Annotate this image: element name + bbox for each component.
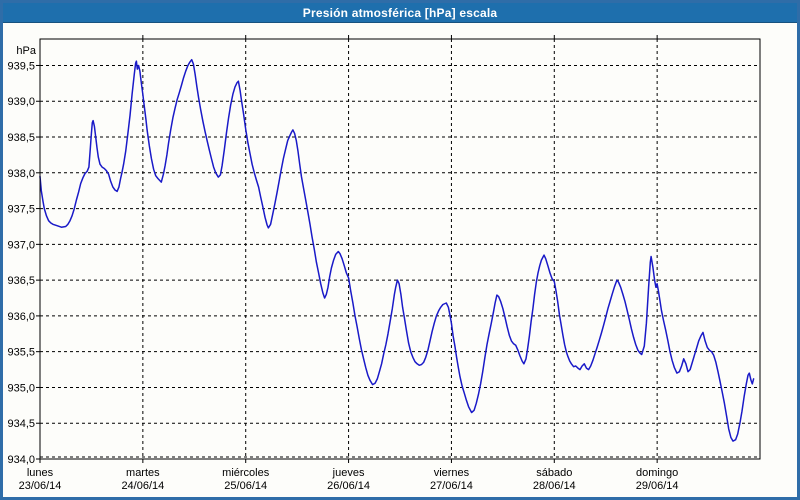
x-tick-date-label: 28/06/14	[533, 480, 576, 492]
y-tick-label: 935,0	[7, 382, 35, 394]
y-tick-label: 934,0	[7, 454, 35, 466]
chart-title: Presión atmosférica [hPa] escala	[302, 5, 498, 20]
x-tick-date-label: 27/06/14	[430, 480, 473, 492]
y-tick-label: 938,0	[7, 168, 35, 180]
x-tick-day-label: viernes	[434, 467, 470, 479]
y-tick-label: 935,5	[7, 347, 35, 359]
plot-border	[39, 38, 761, 460]
y-tick-label: 936,0	[7, 311, 35, 323]
y-tick-label: 934,5	[7, 418, 35, 430]
pressure-series-line	[39, 58, 755, 442]
x-tick-date-label: 24/06/14	[121, 480, 164, 492]
x-tick-day-label: domingo	[636, 467, 678, 479]
x-tick-date-label: 23/06/14	[19, 480, 62, 492]
y-tick-label: 939,0	[7, 96, 35, 108]
chart-title-bar: Presión atmosférica [hPa] escala	[3, 3, 797, 23]
x-tick-day-label: jueves	[332, 467, 365, 479]
x-tick-day-label: miércoles	[222, 467, 270, 479]
x-tick-day-label: martes	[126, 467, 160, 479]
y-tick-label: 939,5	[7, 60, 35, 72]
x-tick-date-label: 25/06/14	[224, 480, 267, 492]
y-axis-unit-label: hPa	[16, 45, 36, 57]
y-tick-label: 937,5	[7, 204, 35, 216]
y-tick-label: 936,5	[7, 275, 35, 287]
y-tick-label: 938,5	[7, 132, 35, 144]
y-tick-label: 937,0	[7, 239, 35, 251]
pressure-line-chart: hPa 939,5 939,0 938,5 938,0 937,5 937,0 936,5 9…	[7, 35, 761, 492]
x-tick-day-label: sábado	[536, 467, 572, 479]
x-tick-date-label: 26/06/14	[327, 480, 370, 492]
x-tick-date-label: 29/06/14	[636, 480, 679, 492]
grid-layer	[36, 35, 760, 463]
axis-labels: hPa 939,5 939,0 938,5 938,0 937,5 937,0 936,5 9…	[7, 45, 678, 492]
x-tick-day-label: lunes	[27, 467, 54, 479]
